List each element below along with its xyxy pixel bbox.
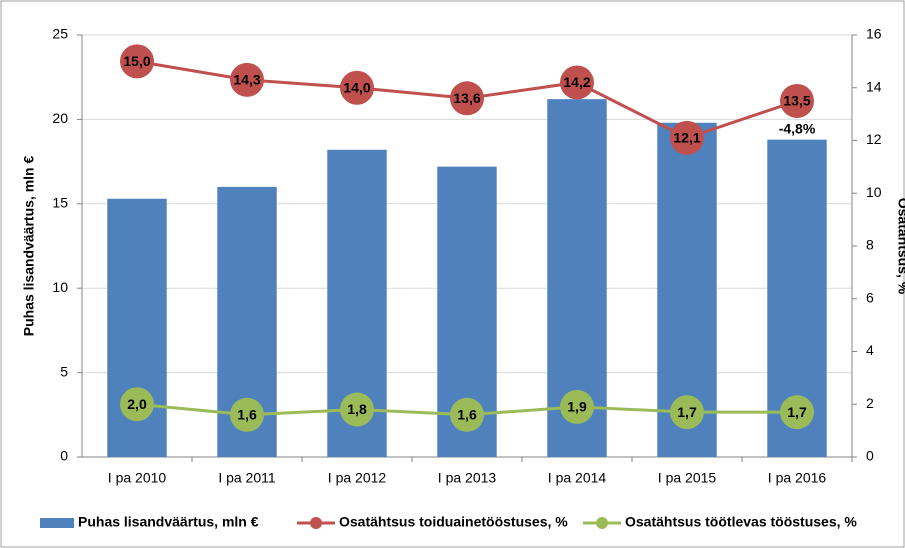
y2-tick-label: 2	[866, 395, 874, 411]
data-label: 12,1	[673, 130, 700, 146]
marker	[560, 65, 594, 100]
marker	[450, 397, 484, 432]
marker	[560, 389, 594, 424]
y2-tick-label: 10	[866, 184, 882, 200]
x-tick-label: I pa 2013	[438, 470, 497, 486]
data-label: 13,6	[453, 90, 480, 106]
data-label: 1,9	[567, 399, 587, 415]
data-label: 1,6	[457, 407, 477, 423]
x-tick-label: I pa 2015	[658, 470, 717, 486]
data-label: 14,2	[563, 74, 590, 90]
data-label: 1,7	[787, 404, 807, 420]
y2-tick-label: 0	[866, 448, 874, 464]
y2-tick-label: 16	[866, 26, 882, 42]
legend-swatch	[40, 518, 74, 528]
data-label: 14,3	[233, 72, 260, 88]
marker	[230, 62, 264, 97]
x-tick-label: I pa 2011	[218, 470, 276, 486]
marker	[780, 395, 814, 430]
y2-tick-label: 12	[866, 131, 882, 147]
legend-label: Osatähtsus töötlevas tööstuses, %	[625, 514, 857, 530]
data-label: 1,8	[347, 401, 367, 417]
data-label: 1,7	[677, 404, 697, 420]
x-tick-label: I pa 2016	[768, 470, 827, 486]
marker	[340, 70, 374, 105]
y2-tick-label: 14	[866, 78, 882, 94]
y2-axis-title: Osatähtsus, %	[895, 198, 905, 295]
y-tick-label: 25	[52, 26, 68, 42]
y2-tick-label: 8	[866, 237, 874, 253]
legend-swatch	[310, 517, 322, 529]
legend-label: Osatähtsus toiduainetööstuses, %	[339, 514, 568, 530]
marker	[450, 81, 484, 116]
marker	[120, 44, 154, 79]
marker	[120, 387, 154, 422]
x-tick-label: I pa 2012	[328, 470, 387, 486]
y-axis-title: Puhas lisandväärtus, mln €	[21, 156, 37, 337]
y-tick-label: 0	[60, 448, 68, 464]
data-label: 13,5	[783, 93, 810, 109]
legend-label: Puhas lisandväärtus, mln €	[78, 514, 259, 530]
y-tick-label: 15	[52, 195, 68, 211]
x-tick-label: I pa 2014	[548, 470, 607, 486]
y2-tick-label: 6	[866, 289, 874, 305]
annotation: -4,8%	[779, 120, 816, 136]
y-tick-label: 20	[52, 110, 68, 126]
marker	[670, 120, 704, 155]
y-tick-label: 5	[60, 363, 68, 379]
marker	[340, 392, 374, 427]
data-label: 14,0	[343, 79, 370, 95]
data-label: 15,0	[123, 53, 150, 69]
y-tick-label: 10	[52, 279, 68, 295]
marker	[230, 397, 264, 432]
y2-tick-label: 4	[866, 342, 874, 358]
marker	[780, 83, 814, 118]
marker	[670, 395, 704, 430]
legend-swatch	[596, 517, 608, 529]
data-label: 1,6	[237, 407, 257, 423]
data-label: 2,0	[127, 396, 147, 412]
x-tick-label: I pa 2010	[108, 470, 167, 486]
